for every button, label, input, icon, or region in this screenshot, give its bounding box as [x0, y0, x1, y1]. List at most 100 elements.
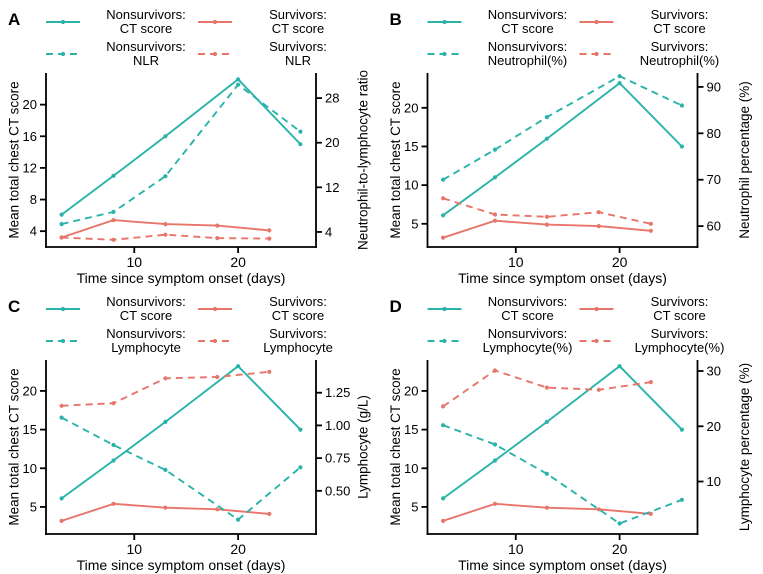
legend-label-line1: Nonsurvivors: [488, 326, 567, 341]
left-tick-label: 20 [404, 100, 418, 115]
data-point-marker [163, 232, 168, 237]
right-y-axis-title: Lymphocyte percentage (%) [737, 363, 752, 531]
left-tick-label: 15 [404, 422, 418, 437]
right-tick-label: 80 [707, 126, 721, 141]
legend-item-survivors-lymphocyte: Survivors:Lymphocyte(%) [579, 326, 724, 355]
left-tick-label: 5 [30, 499, 37, 514]
data-point-marker [111, 209, 116, 214]
legend-key-marker [60, 51, 66, 57]
data-point-marker [544, 214, 549, 219]
series-line [61, 416, 302, 521]
data-point-marker [596, 507, 601, 512]
data-point-marker [441, 213, 446, 218]
legend-label-line1: Survivors: [269, 326, 327, 341]
left-y-axis-title: Mean total chest CT score [388, 81, 403, 238]
data-point-marker [59, 212, 64, 217]
legend-item-survivors-ct-score: Survivors:CT score [198, 7, 327, 36]
left-tick-label: 4 [30, 224, 37, 239]
right-y-axis-title: Lymphocyte (g/L) [356, 395, 371, 499]
data-point-marker [492, 501, 498, 506]
legend-label-line2: CT score [120, 308, 173, 323]
right-tick-label: 30 [707, 364, 721, 379]
legend-label-line2: CT score [653, 308, 706, 323]
legend-label-line1: Nonsurvivors: [488, 294, 567, 309]
left-tick-label: 15 [404, 139, 418, 154]
legend-label-line1: Nonsurvivors: [106, 294, 185, 309]
data-point-marker [111, 401, 116, 406]
legend-item-survivors-ct-score: Survivors:CT score [579, 7, 708, 36]
right-tick-label: 12 [325, 180, 339, 195]
series-survivors-lymphocyte [59, 369, 272, 408]
data-point-marker [59, 496, 64, 501]
panel-letter: D [390, 297, 402, 316]
legend-key-marker [212, 338, 218, 344]
left-tick-label: 8 [30, 192, 37, 207]
left-tick-label: 20 [404, 383, 418, 398]
series-nonsurvivors-ct-score [59, 77, 303, 217]
series-nonsurvivors-neutrophil [441, 74, 684, 182]
data-point-marker [492, 212, 498, 217]
legend-item-nonsurvivors-lymphocyte: Nonsurvivors:Lymphocyte(%) [427, 326, 572, 355]
left-tick-label: 5 [411, 499, 418, 514]
legend-key-marker [60, 306, 66, 312]
tick-labels: 4 8 12 16 20 4 12 20 28 10 20 [23, 91, 340, 270]
x-axis-title: Time since symptom onset (days) [458, 557, 667, 573]
data-point-marker [617, 364, 622, 369]
legend-key-marker [60, 338, 66, 344]
left-tick-label: 5 [411, 216, 418, 231]
legend: Nonsurvivors:CT score Survivors:CT score N… [427, 7, 719, 68]
series-nonsurvivors-lymphocyte [59, 415, 303, 522]
legend-label-line1: Survivors: [651, 294, 709, 309]
left-y-axis-title: Mean total chest CT score [388, 368, 403, 525]
data-point-marker [441, 496, 446, 501]
x-axis-title: Time since symptom onset (days) [77, 270, 286, 286]
panel-A: 4 8 12 16 20 4 12 20 28 10 20 Time since symptom on… [0, 0, 381, 287]
tick-labels: 5 10 15 20 60 70 80 90 10 20 [404, 79, 721, 270]
series-nonsurvivors-nlr [59, 82, 303, 227]
legend-label-line2: NLR [133, 53, 159, 68]
data-point-marker [617, 521, 622, 526]
data-point-marker [111, 442, 116, 448]
legend-item-nonsurvivors-ct-score: Nonsurvivors:CT score [427, 294, 567, 323]
legend-label-line2: Lymphocyte [111, 340, 181, 355]
data-point-marker [59, 235, 64, 240]
series-line [61, 364, 302, 500]
data-point-marker [163, 419, 168, 424]
legend-key-marker [212, 51, 218, 57]
data-point-marker [267, 369, 272, 374]
data-point-marker [215, 374, 220, 380]
legend-item-survivors-neutrophil: Survivors:Neutrophil(%) [579, 39, 719, 68]
x-tick-label: 20 [230, 541, 246, 557]
legend-key-marker [442, 338, 447, 344]
series-nonsurvivors-ct-score [59, 364, 303, 501]
legend-label-line2: Neutrophil(%) [640, 53, 719, 68]
x-tick-label: 20 [612, 254, 628, 270]
left-tick-label: 15 [23, 422, 37, 437]
legend-label-line2: CT score [501, 308, 554, 323]
tick-labels: 5 10 15 20 0.50 0.75 1.00 1.25 10 20 [23, 383, 351, 557]
legend-key-marker [594, 51, 599, 57]
right-tick-label: 1.00 [325, 418, 350, 433]
left-tick-label: 20 [23, 383, 37, 398]
data-point-marker [679, 144, 684, 149]
right-tick-label: 20 [707, 419, 721, 434]
data-point-marker [298, 129, 303, 134]
x-tick-label: 10 [126, 541, 142, 557]
series-survivors-ct-score [441, 218, 653, 240]
legend-item-nonsurvivors-ct-score: Nonsurvivors:CT score [427, 7, 567, 36]
data-point-marker [441, 518, 446, 523]
legend-item-survivors-lymphocyte: Survivors:Lymphocyte [198, 326, 333, 355]
data-point-marker [441, 423, 446, 428]
legend-label-line1: Survivors: [269, 7, 327, 22]
data-point-marker [236, 517, 241, 522]
legend-key-marker [60, 19, 66, 25]
legend-label-line1: Nonsurvivors: [106, 7, 185, 22]
data-point-marker [492, 458, 498, 463]
panel-D: 5 10 15 20 10 20 30 10 20 Time since symptom onse… [381, 287, 763, 574]
legend-label-line1: Survivors: [269, 294, 327, 309]
data-point-marker [111, 458, 116, 463]
data-point-marker [441, 177, 446, 182]
